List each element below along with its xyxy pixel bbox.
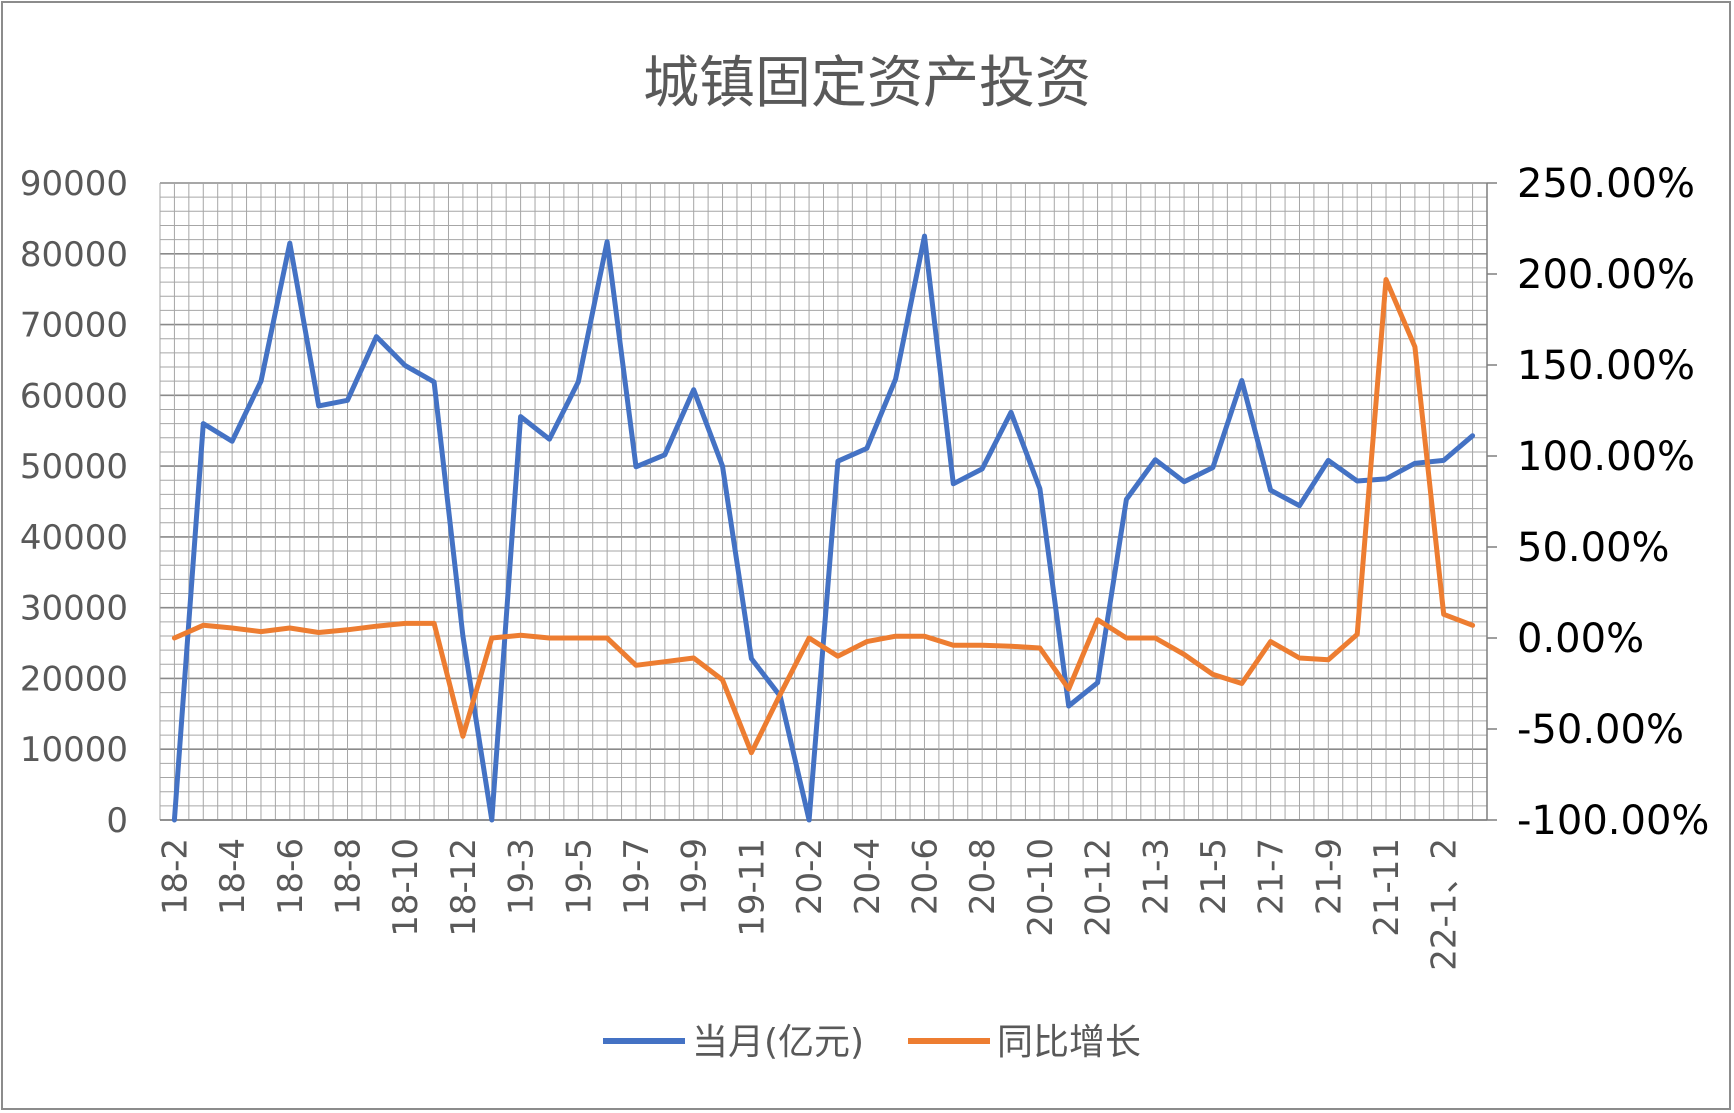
x-axis-tick-label: 20-8: [963, 838, 1003, 915]
x-axis-tick-label: 21-5: [1194, 838, 1234, 915]
right-axis-tick-label: 0.00%: [1517, 616, 1644, 662]
x-axis-ticks: 18-2 18-4 18-6 18-8 18-10 18-12 19-3 19-5 19-7 19…: [155, 838, 1464, 971]
x-axis-tick-label: 20-12: [1079, 838, 1119, 937]
left-axis-ticks: 0 10000 20000 30000 40000 50000 60000 70000 8000…: [20, 164, 128, 841]
left-axis-tick-label: 60000: [20, 376, 128, 416]
left-axis-tick-label: 90000: [20, 164, 128, 204]
left-axis-tick-label: 40000: [20, 518, 128, 558]
x-axis-tick-label: 22-1、2: [1425, 838, 1465, 971]
legend: 当月(亿元) 同比增长: [603, 1022, 1141, 1063]
left-axis-tick-label: 0: [106, 801, 128, 841]
x-axis-tick-label: 21-3: [1136, 838, 1176, 915]
right-axis-ticks: -100.00% -50.00% 0.00% 50.00% 100.00% 150.00%…: [1517, 161, 1709, 844]
x-axis-tick-label: 20-2: [790, 838, 830, 915]
x-axis-tick-label: 21-7: [1252, 838, 1292, 915]
left-axis-tick-label: 70000: [20, 306, 128, 346]
x-axis-tick-label: 19-7: [617, 838, 657, 915]
x-axis-tick-label: 19-3: [502, 838, 542, 915]
x-axis-tick-label: 18-4: [213, 838, 253, 915]
legend-label-series-2: 同比增长: [997, 1022, 1141, 1063]
x-axis-tick-label: 20-6: [905, 838, 945, 915]
x-axis-tick-label: 20-10: [1021, 838, 1061, 937]
x-axis-tick-label: 18-8: [329, 838, 369, 915]
x-axis-tick-label: 19-11: [732, 838, 772, 937]
left-axis-tick-label: 30000: [20, 589, 128, 629]
left-axis-tick-label: 20000: [20, 659, 128, 699]
right-axis-tick-label: -100.00%: [1517, 798, 1709, 844]
left-axis-tick-label: 80000: [20, 235, 128, 275]
x-axis-tick-label: 21-9: [1309, 838, 1349, 915]
grid: [159, 182, 1497, 821]
x-axis-tick-label: 19-9: [675, 838, 715, 915]
right-axis-tick-label: 200.00%: [1517, 252, 1695, 298]
x-axis-tick-label: 20-4: [848, 838, 888, 915]
series-line-2: [171, 277, 1476, 756]
right-axis-tick-label: 50.00%: [1517, 525, 1670, 571]
x-axis-tick-label: 18-12: [444, 838, 484, 937]
right-axis-tick-label: 100.00%: [1517, 434, 1695, 480]
right-axis-tick-label: 150.00%: [1517, 343, 1695, 389]
chart-title: 城镇固定资产投资: [643, 51, 1091, 116]
series-line-1: [171, 233, 1476, 823]
x-axis-tick-label: 18-2: [155, 838, 195, 915]
left-axis-tick-label: 10000: [20, 730, 128, 770]
right-axis-tick-label: 250.00%: [1517, 161, 1695, 207]
legend-label-series-1: 当月(亿元): [692, 1022, 864, 1063]
series-lines: [171, 233, 1476, 823]
right-axis-tick-label: -50.00%: [1517, 707, 1684, 753]
x-axis-tick-label: 19-5: [559, 838, 599, 915]
x-axis-tick-label: 18-6: [271, 838, 311, 915]
x-axis-tick-label: 21-11: [1367, 838, 1407, 937]
x-axis-tick-label: 18-10: [386, 838, 426, 937]
left-axis-tick-label: 50000: [20, 447, 128, 487]
